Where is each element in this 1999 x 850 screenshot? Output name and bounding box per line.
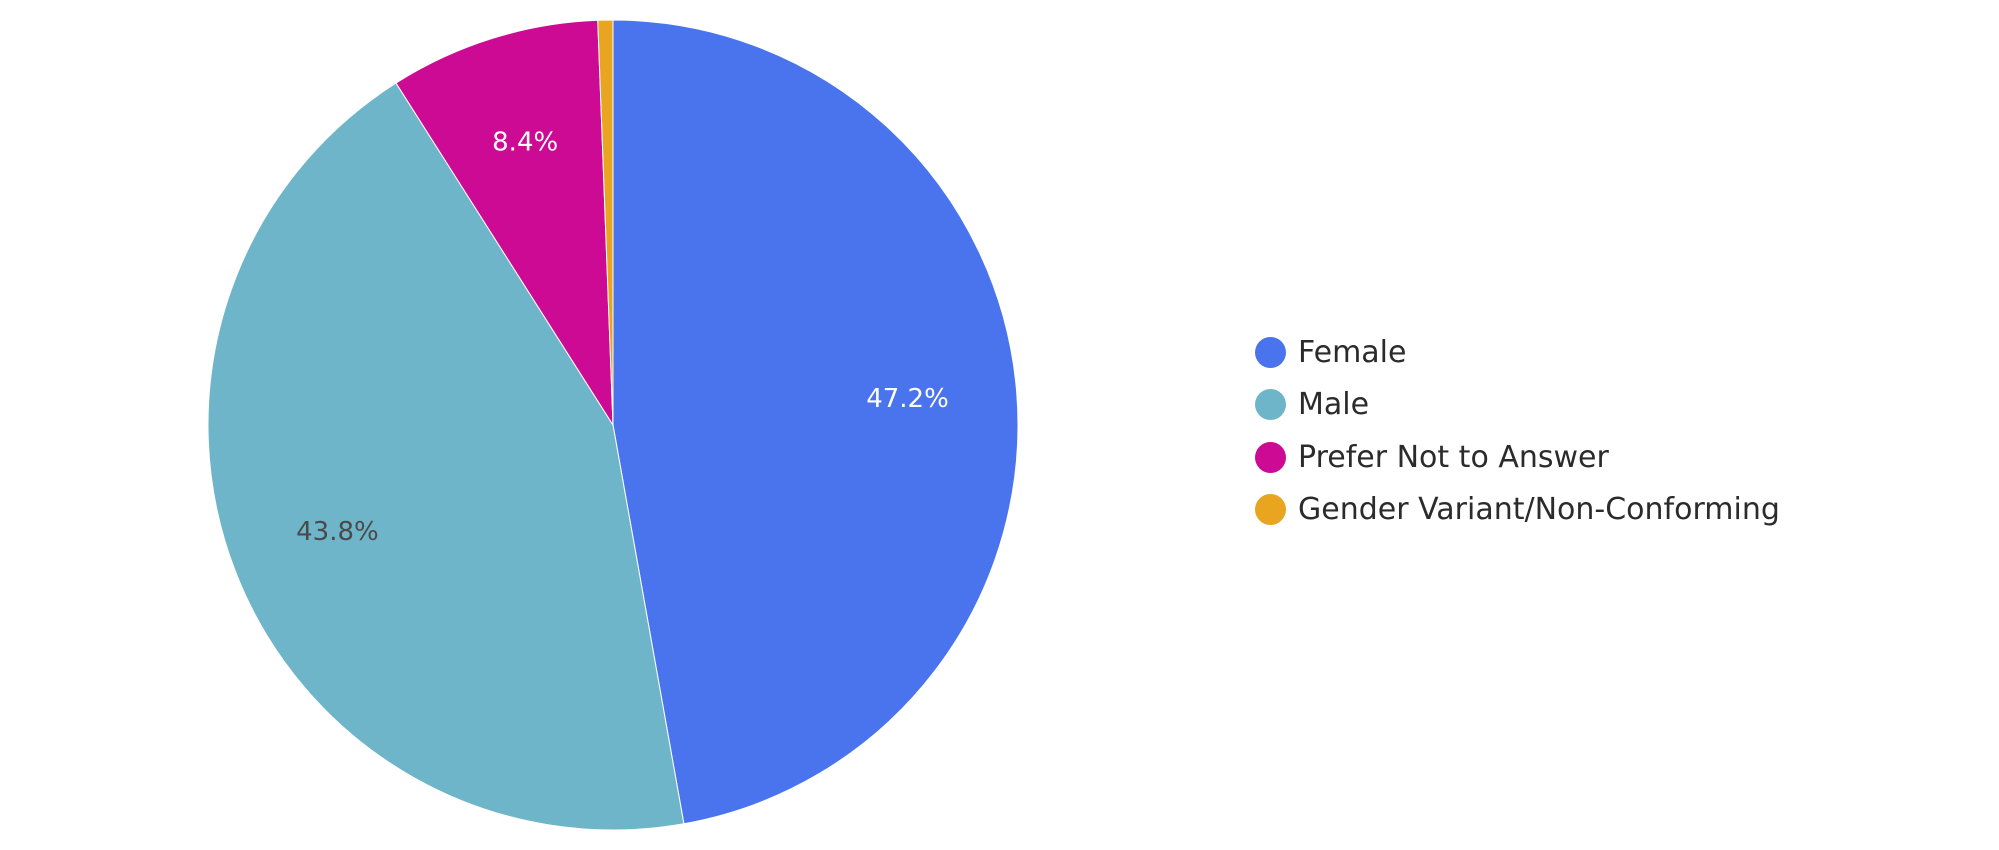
- pie-slice-gender-variant-non-conforming[interactable]: [597, 19, 614, 426]
- legend-item-prefer-not-to-answer[interactable]: Prefer Not to Answer: [1255, 431, 1780, 484]
- legend: Female Male Prefer Not to Answer Gender …: [1255, 326, 1780, 536]
- legend-label-gender-variant: Gender Variant/Non-Conforming: [1298, 492, 1780, 528]
- legend-item-gender-variant[interactable]: Gender Variant/Non-Conforming: [1255, 484, 1780, 537]
- pie-slice-label-male: 43.8%: [296, 517, 379, 547]
- legend-swatch-male: [1255, 389, 1286, 421]
- legend-item-female[interactable]: Female: [1255, 326, 1780, 379]
- pie-slice-prefer-not-to-answer[interactable]: [395, 19, 614, 427]
- pie-slice-male[interactable]: [207, 82, 685, 831]
- legend-label-female: Female: [1298, 334, 1407, 370]
- legend-label-prefer-not-to-answer: Prefer Not to Answer: [1298, 439, 1609, 475]
- pie-slice-label-female: 47.2%: [866, 384, 949, 414]
- legend-label-male: Male: [1298, 387, 1370, 423]
- pie-slice-female[interactable]: [612, 19, 1019, 825]
- pie-slices: [207, 19, 1019, 831]
- pie-slice-labels: 47.2% 43.8% 8.4%: [296, 128, 949, 547]
- pie-slice-label-prefer-not-to-answer: 8.4%: [492, 128, 558, 158]
- legend-swatch-female: [1255, 336, 1286, 368]
- legend-item-male[interactable]: Male: [1255, 379, 1780, 432]
- legend-swatch-gender-variant: [1255, 494, 1286, 526]
- legend-swatch-prefer-not-to-answer: [1255, 441, 1286, 473]
